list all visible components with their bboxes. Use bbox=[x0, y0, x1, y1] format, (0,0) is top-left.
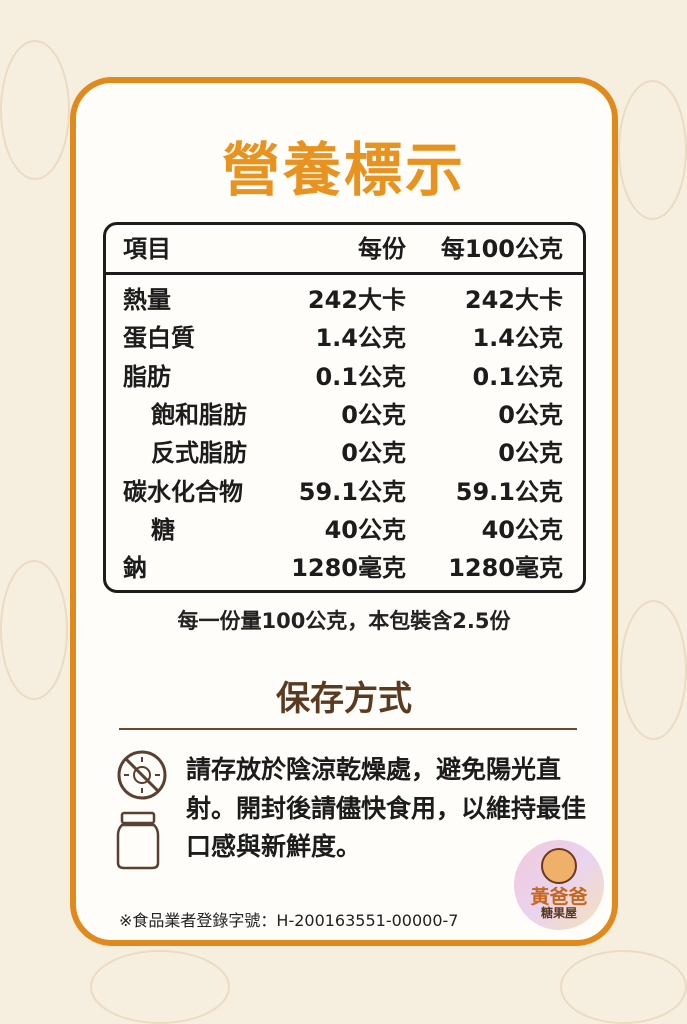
row-per-100g: 40公克 bbox=[481, 515, 563, 544]
row-item-label: 反式脂肪 bbox=[151, 439, 247, 468]
storage-heading: 保存方式 bbox=[276, 679, 412, 719]
mascot-face-icon bbox=[541, 848, 577, 884]
nutrition-table: 項目 每份 每100公克 熱量 242大卡 242大卡蛋白質 1.4公克 1.4公克脂肪… bbox=[103, 222, 586, 593]
row-per-100g: 0.1公克 bbox=[472, 362, 563, 391]
row-per-serving: 0.1公克 bbox=[315, 362, 406, 391]
row-per-100g: 0公克 bbox=[498, 439, 563, 468]
row-per-serving: 40公克 bbox=[324, 515, 406, 544]
row-per-100g: 59.1公克 bbox=[455, 477, 563, 506]
header-per-serving: 每份 bbox=[358, 235, 406, 263]
row-per-serving: 1.4公克 bbox=[315, 324, 406, 353]
table-header: 項目 每份 每100公克 bbox=[106, 225, 583, 275]
logo-subname: 糖果屋 bbox=[540, 906, 577, 920]
jar-icon bbox=[116, 811, 160, 870]
row-per-100g: 0公克 bbox=[498, 400, 563, 429]
row-per-serving: 59.1公克 bbox=[298, 477, 406, 506]
row-item-label: 蛋白質 bbox=[123, 324, 195, 353]
header-per-100g: 每100公克 bbox=[440, 235, 563, 263]
row-item-label: 熱量 bbox=[123, 286, 171, 314]
row-per-serving: 0公克 bbox=[341, 400, 406, 429]
brand-logo: 黃爸爸 糖果屋 bbox=[514, 840, 604, 930]
divider bbox=[119, 728, 577, 730]
background-fruit-illustration bbox=[0, 560, 68, 700]
page-title: 營養標示 bbox=[221, 136, 466, 204]
background-fruit-illustration bbox=[0, 40, 70, 180]
nutrition-card: 營養標示 項目 每份 每100公克 熱量 242大卡 242大卡蛋白質 1.4公克 1.… bbox=[70, 77, 618, 946]
registration-number: ※食品業者登錄字號：H-200163551-00000-7 bbox=[119, 911, 459, 930]
no-sunlight-icon bbox=[117, 750, 167, 800]
header-item: 項目 bbox=[123, 235, 171, 263]
row-per-serving: 1280毫克 bbox=[291, 554, 406, 583]
row-item-label: 碳水化合物 bbox=[123, 477, 243, 506]
background-fruit-illustration bbox=[560, 950, 687, 1024]
storage-instructions: 請存放於陰涼乾燥處，避免陽光直射。開封後請儘快食用，以維持最佳口感與新鮮度。 bbox=[186, 755, 587, 861]
row-item-label: 脂肪 bbox=[123, 362, 171, 391]
row-per-100g: 242大卡 bbox=[464, 286, 563, 314]
row-item-label: 飽和脂肪 bbox=[151, 400, 247, 429]
row-per-serving: 0公克 bbox=[341, 439, 406, 468]
background-fruit-illustration bbox=[620, 600, 687, 740]
logo-name: 黃爸爸 bbox=[530, 886, 588, 908]
row-per-100g: 1280毫克 bbox=[448, 554, 563, 583]
row-item-label: 糖 bbox=[151, 515, 175, 544]
row-per-100g: 1.4公克 bbox=[472, 324, 563, 353]
background-fruit-illustration bbox=[90, 950, 230, 1024]
row-item-label: 鈉 bbox=[123, 554, 147, 583]
background-fruit-illustration bbox=[618, 80, 687, 220]
row-per-serving: 242大卡 bbox=[307, 286, 406, 314]
serving-note: 每一份量100公克，本包裝含2.5份 bbox=[177, 609, 511, 633]
